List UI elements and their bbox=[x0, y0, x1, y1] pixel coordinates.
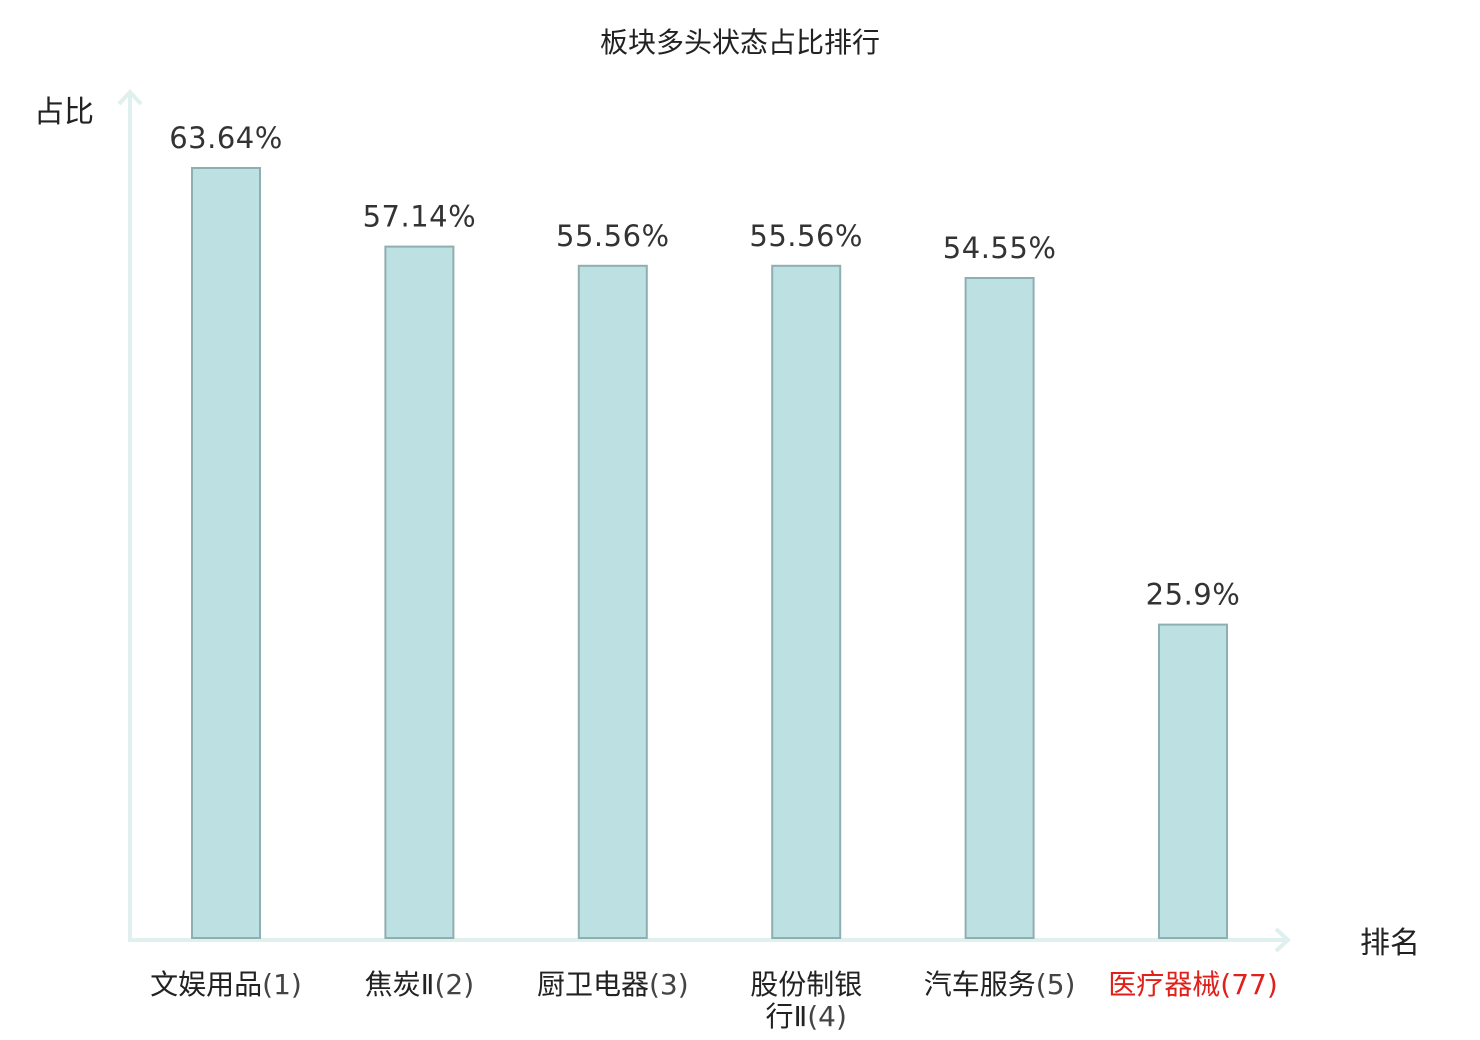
bar bbox=[577, 264, 648, 939]
category-name: 股份制银 bbox=[750, 968, 862, 1001]
x-axis-label: 排名 bbox=[1360, 926, 1420, 961]
category-rank: (77) bbox=[1220, 968, 1277, 1001]
category-name: 汽车服务 bbox=[924, 968, 1036, 1001]
category-rank: (5) bbox=[1036, 968, 1076, 1001]
chart-title: 板块多头状态占比排行 bbox=[600, 26, 880, 59]
bar bbox=[1158, 623, 1228, 939]
category-label: 汽车服务(5) bbox=[924, 968, 1076, 1001]
value-labels-group: 63.64% 57.14% 55.56% 55.56% 54.55% 25.9% bbox=[169, 121, 1240, 612]
category-name: 行Ⅱ bbox=[765, 1000, 807, 1033]
bar-value-label: 54.55% bbox=[943, 231, 1057, 265]
category-label: 文娱用品(1) bbox=[150, 968, 302, 1001]
bars-group bbox=[191, 167, 1228, 940]
bar bbox=[384, 245, 455, 940]
bar bbox=[771, 264, 842, 939]
category-rank: (3) bbox=[649, 968, 689, 1001]
y-axis-arrow bbox=[117, 89, 143, 106]
bar bbox=[964, 277, 1035, 939]
category-label: 焦炭Ⅱ(2) bbox=[365, 968, 474, 1001]
axis-lines bbox=[128, 92, 1288, 942]
category-rank: (2) bbox=[434, 968, 474, 1001]
bar-value-label: 55.56% bbox=[556, 219, 670, 253]
bar-value-label: 55.56% bbox=[749, 219, 863, 253]
bar-value-label: 25.9% bbox=[1146, 578, 1241, 612]
category-labels-group: 文娱用品(1) 焦炭Ⅱ(2) 厨卫电器(3) 股份制银行Ⅱ(4) 汽车服务(5) 医疗器械… bbox=[150, 968, 1278, 1033]
category-name: 医疗器械 bbox=[1108, 968, 1220, 1001]
category-name: 厨卫电器 bbox=[537, 968, 649, 1001]
category-label: 厨卫电器(3) bbox=[537, 968, 689, 1001]
category-rank: (1) bbox=[262, 968, 302, 1001]
x-axis-arrow bbox=[1274, 927, 1291, 953]
bar bbox=[191, 167, 261, 939]
category-name: 文娱用品 bbox=[150, 968, 262, 1001]
category-label: 医疗器械(77) bbox=[1108, 968, 1278, 1001]
category-label: 股份制银行Ⅱ(4) bbox=[750, 968, 862, 1033]
category-rank: (4) bbox=[807, 1000, 847, 1033]
bar-value-label: 63.64% bbox=[169, 121, 283, 155]
y-axis-label: 占比 bbox=[34, 95, 94, 130]
category-name: 焦炭Ⅱ bbox=[365, 968, 435, 1001]
bar-value-label: 57.14% bbox=[363, 200, 477, 234]
